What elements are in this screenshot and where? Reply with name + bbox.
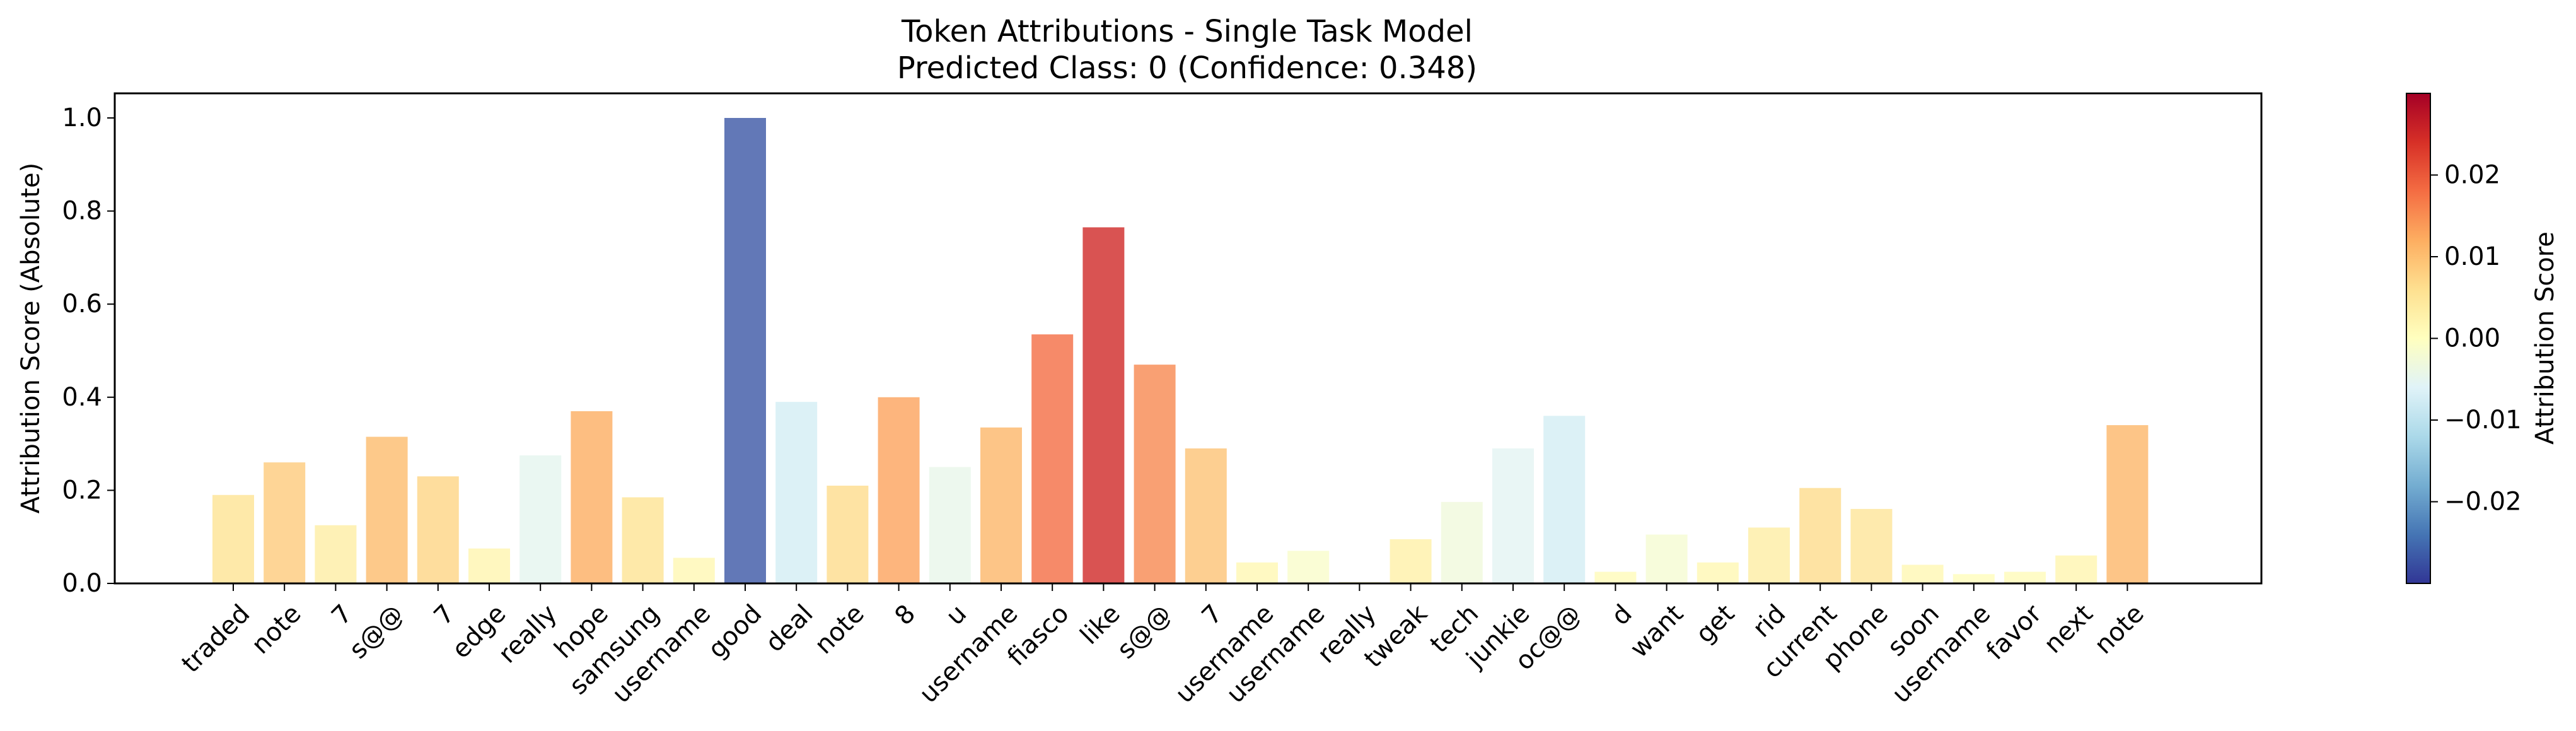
bar [264,462,306,583]
y-tick-label: 0.0 [62,569,102,598]
colorbar-axis: 0.02 0.01 0.00 −0.01 −0.02 [2430,161,2522,517]
x-tick-label: traded [177,599,256,679]
bar [980,427,1022,583]
y-tick-label: 0.6 [62,289,102,319]
plot-frame [113,92,2263,585]
colorbar-tick-label: 0.01 [2444,242,2500,271]
bar [2004,571,2046,583]
colorbar-tick-label: −0.01 [2444,406,2522,435]
bar [1134,365,1176,583]
bar [1799,488,1842,583]
bar [212,494,254,583]
bar [1185,448,1227,583]
bar [1901,564,1944,583]
chart-title: Token Attributions - Single Task Model [901,14,1473,49]
colorbar-tick-label: 0.02 [2444,161,2500,190]
bar [1082,227,1125,583]
bar [468,548,510,583]
colorbar-label: Attribution Score [2531,231,2560,445]
bar [1543,416,1586,583]
bar [1031,334,1074,583]
bar [929,467,971,583]
bar [1594,571,1637,583]
bar [519,455,562,583]
x-tick-label: favor [1981,599,2048,666]
bar [1697,562,1739,583]
bar [878,397,920,583]
x-tick-label: 8 [890,599,922,631]
bar [1850,508,1893,583]
x-tick-label: deal [760,599,819,658]
bar [673,558,715,583]
colorbar-tick-label: −0.02 [2444,488,2522,517]
x-tick-label: u [941,599,972,631]
chart-subtitle: Predicted Class: 0 (Confidence: 0.348) [897,50,1477,86]
bar [1236,562,1278,583]
x-tick-label: note [246,599,306,660]
x-tick-label: really [493,599,563,669]
y-tick-label: 0.8 [62,197,102,226]
bar [622,497,664,583]
bar [366,436,408,583]
y-tick-label: 0.4 [62,383,102,412]
bar [315,525,357,583]
y-axis: 0.0 0.2 0.4 0.6 0.8 1.0 [62,103,115,598]
bar [827,486,869,583]
bar [1390,539,1432,583]
x-tick-label: s@@ [1111,599,1177,665]
y-tick-label: 0.2 [62,476,102,505]
x-tick-label: d [1606,599,1637,631]
x-tick-label: want [1625,599,1689,664]
bar [775,402,818,583]
x-tick-label: s@@ [344,599,409,665]
bars-group [212,118,2149,583]
x-tick-label: note [809,599,870,660]
x-tick-label: 7 [326,599,358,631]
x-tick-label: get [1690,599,1740,649]
bar [724,118,766,583]
bar [2106,425,2149,583]
bar [1441,501,1483,583]
bar [1645,534,1688,583]
bar [1287,551,1330,583]
bar [1492,448,1534,583]
bar [417,476,459,583]
colorbar [2406,93,2431,584]
bar [571,411,613,583]
x-tick-label: good [702,599,767,664]
colorbar-tick-label: 0.00 [2444,324,2500,353]
x-tick-label: next [2038,599,2098,659]
x-tick-label: note [2089,599,2150,660]
bar [1952,574,1995,583]
y-axis-label: Attribution Score (Absolute) [16,163,45,513]
y-tick-label: 1.0 [62,103,102,132]
x-tick-label: 7 [429,599,461,631]
bar [1748,527,1790,583]
x-tick-label: 7 [1197,599,1229,631]
bar [2055,555,2097,583]
